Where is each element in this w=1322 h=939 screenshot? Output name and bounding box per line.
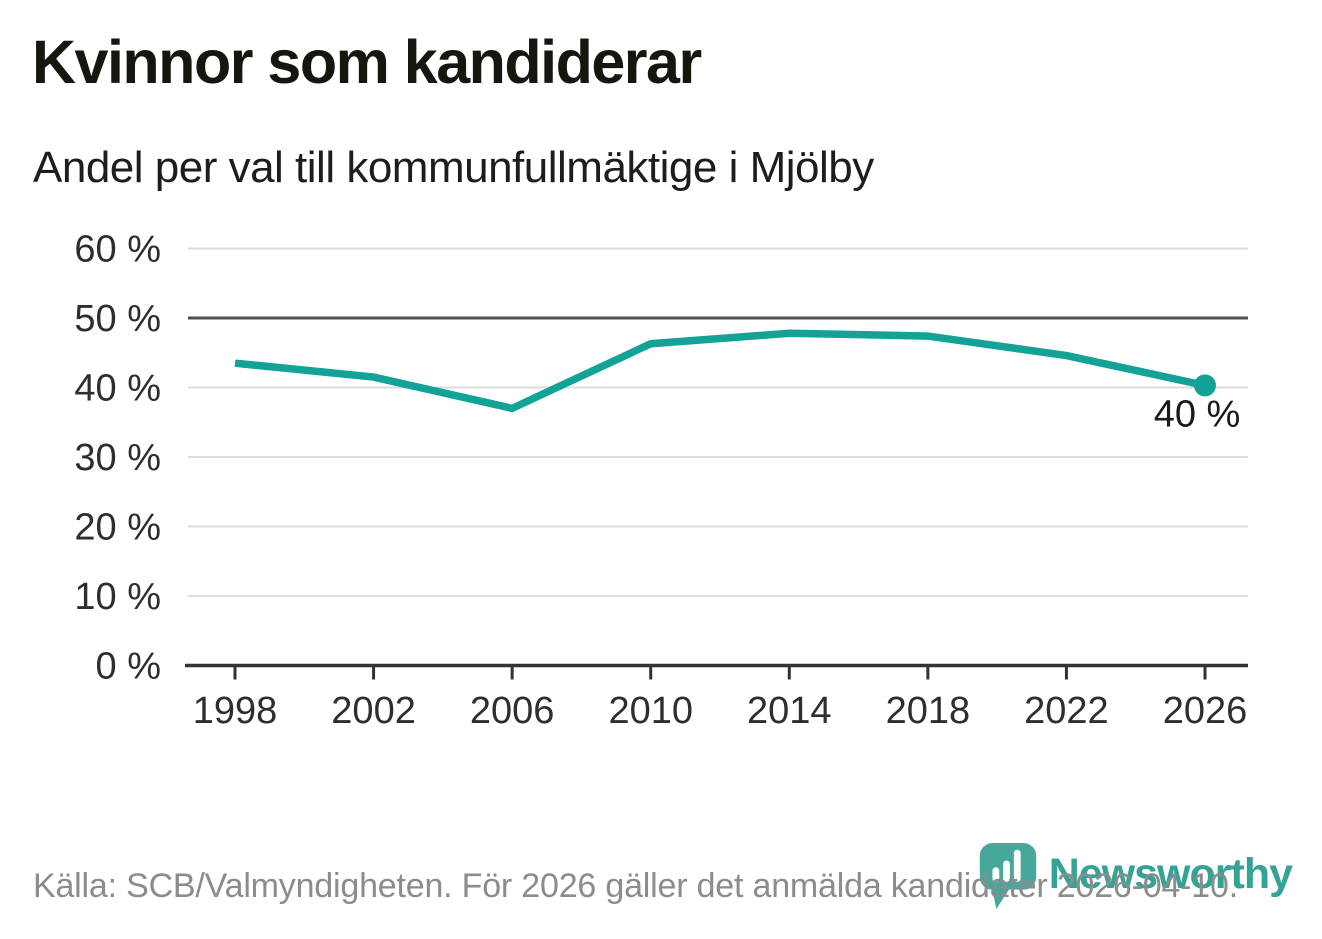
chart-title: Kvinnor som kandiderar [32, 28, 702, 96]
x-tick-label: 2002 [331, 690, 416, 732]
x-tick-label: 2026 [1163, 690, 1248, 732]
chart-subtitle: Andel per val till kommunfullmäktige i M… [33, 143, 874, 192]
newsworthy-wordmark: Newsworthy [1048, 850, 1293, 898]
y-tick-label: 20 % [74, 507, 161, 549]
data-line [234, 329, 1206, 413]
newsworthy-logo: Newsworthy [979, 843, 1293, 913]
y-tick-label: 50 % [74, 298, 161, 340]
y-tick-label: 60 % [74, 229, 161, 271]
x-tick-label: 2022 [1024, 690, 1109, 732]
x-tick-label: 2018 [886, 690, 971, 732]
end-point-dot [1194, 374, 1216, 397]
x-tick-label: 2014 [747, 690, 832, 732]
y-tick-label: 40 % [74, 368, 161, 410]
x-tick-label: 2006 [470, 690, 555, 732]
x-tick-label: 2010 [608, 690, 693, 732]
end-point-label: 40 % [1154, 393, 1241, 435]
x-tick-label: 1998 [193, 690, 278, 732]
y-tick-label: 0 % [96, 646, 161, 688]
newsworthy-bubble-chart-icon [979, 843, 1036, 910]
line-chart: 0 % 10 % 20 % 30 % 40 % 50 % 60 % 1998 2002 2006 2… [74, 229, 1248, 732]
y-tick-label: 30 % [74, 437, 161, 479]
source-note: Källa: SCB/Valmyndigheten. För 2026 gäll… [33, 867, 1238, 905]
chart-area: 0 % 10 % 20 % 30 % 40 % 50 % 60 % 1998 2002 2006 2… [0, 225, 1322, 745]
y-tick-label: 10 % [74, 576, 161, 618]
